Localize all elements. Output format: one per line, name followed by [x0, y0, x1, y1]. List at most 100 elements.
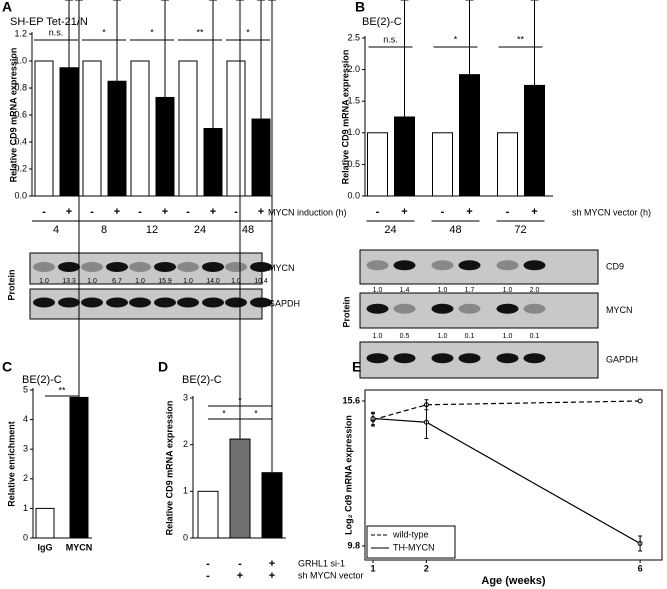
y-tick-label: 0.4 — [14, 136, 27, 146]
sign-label: - — [376, 206, 380, 218]
row-mark: - — [206, 570, 210, 582]
x-tick-label: 2 — [424, 563, 429, 573]
sig-label: * — [246, 27, 250, 37]
blot-band — [154, 261, 176, 272]
y-tick-label: 3 — [23, 444, 28, 454]
series-line — [372, 400, 641, 421]
blot-band — [58, 297, 80, 308]
chart-title: SH-EP Tet-21/N — [10, 16, 88, 28]
sig-label: n.s. — [49, 27, 64, 37]
bar — [197, 490, 219, 539]
blot-quant: 1.0 — [373, 287, 383, 294]
blot-quant: 0.1 — [530, 333, 540, 340]
sign-label: - — [90, 206, 94, 218]
y-tick-label: 2 — [23, 473, 28, 483]
panel-letter: E — [352, 359, 361, 375]
group-label: 24 — [194, 224, 206, 236]
blot-band — [458, 353, 481, 364]
y-tick-label: 1 — [23, 503, 28, 513]
x-tick-label: 1 — [371, 563, 376, 573]
blot-quant: 1.0 — [231, 278, 241, 285]
sign-label: + — [258, 206, 264, 218]
x-tick-label: IgG — [38, 542, 53, 552]
blot-quant: 1.0 — [503, 287, 513, 294]
blot-quant: 14.0 — [206, 278, 220, 285]
bar — [107, 80, 127, 197]
blot-band — [366, 260, 389, 271]
sig-label: ** — [58, 385, 66, 395]
blot-band — [431, 260, 454, 271]
y-axis-label: Log₂ Cd9 mRNA expression — [343, 415, 353, 535]
blot-quant: 2.0 — [530, 287, 540, 294]
y-tick-label: 3 — [183, 392, 188, 402]
blot-band — [106, 261, 128, 272]
group-label: 8 — [101, 224, 107, 236]
sig-label: ** — [517, 34, 525, 44]
blot-band — [81, 261, 103, 272]
blot-band — [225, 261, 247, 272]
y-tick-label: 0.6 — [14, 109, 27, 119]
blot-band — [496, 353, 519, 364]
y-tick-label: 0.2 — [14, 163, 27, 173]
bar — [459, 74, 480, 197]
bar — [130, 60, 150, 197]
blot-band — [154, 297, 176, 308]
blot-quant: 6.7 — [112, 278, 122, 285]
blot-quant: 1.0 — [135, 278, 145, 285]
row-mark: + — [237, 570, 243, 582]
panel-letter: B — [355, 0, 365, 15]
sign-label: - — [186, 206, 190, 218]
blot-band — [177, 297, 199, 308]
blot-band — [523, 260, 546, 271]
blot-band — [33, 297, 55, 308]
blot-quant: 1.7 — [465, 287, 475, 294]
group-label: 4 — [53, 224, 59, 236]
row-mark: + — [269, 558, 275, 570]
bar — [497, 132, 518, 197]
blot-band — [366, 353, 389, 364]
sign-label: - — [42, 206, 46, 218]
y-axis-label: Relative CD9 mRNA expression — [8, 48, 18, 183]
protein-label: Protein — [6, 269, 16, 300]
bar — [251, 118, 271, 197]
blot-band — [393, 353, 416, 364]
blot-label: MYCN — [268, 263, 295, 273]
panel-letter: A — [2, 0, 12, 15]
y-axis-label: Relative CD9 mRNA expression — [340, 50, 350, 185]
sig-label: * — [222, 408, 226, 418]
blot-band — [431, 353, 454, 364]
y-tick-label: 4 — [23, 414, 28, 424]
y-tick-label: 1 — [183, 486, 188, 496]
legend-label: TH-MYCN — [393, 542, 435, 552]
blot-band — [431, 303, 454, 314]
group-label: 12 — [146, 224, 158, 236]
blot-quant: 1.0 — [438, 333, 448, 340]
blot-band — [458, 260, 481, 271]
sign-label: - — [138, 206, 142, 218]
sig-label: * — [150, 27, 154, 37]
blot-band — [250, 261, 272, 272]
bar — [226, 60, 246, 197]
panel-letter: C — [2, 359, 12, 375]
bar — [229, 438, 251, 539]
group-label: 72 — [514, 224, 526, 236]
sign-label: + — [401, 206, 407, 218]
blot-band — [366, 303, 389, 314]
point — [637, 398, 643, 404]
blot-band — [129, 297, 151, 308]
sign-label: + — [531, 206, 537, 218]
y-tick-label: 0 — [183, 532, 188, 542]
blot-band — [496, 260, 519, 271]
sign-label: + — [466, 206, 472, 218]
y-tick-label: 1.5 — [347, 96, 360, 106]
row-label: GRHL1 si-1 — [298, 558, 345, 568]
y-tick-label: 0.5 — [347, 159, 360, 169]
blot-band — [523, 353, 546, 364]
group-label: 24 — [384, 224, 396, 236]
sig-label: * — [102, 27, 106, 37]
chart-title: BE(2)-C — [182, 374, 222, 386]
y-tick-label: 0.0 — [14, 190, 27, 200]
series-line — [372, 417, 641, 545]
row-label: sh MYCN vector — [298, 570, 364, 580]
